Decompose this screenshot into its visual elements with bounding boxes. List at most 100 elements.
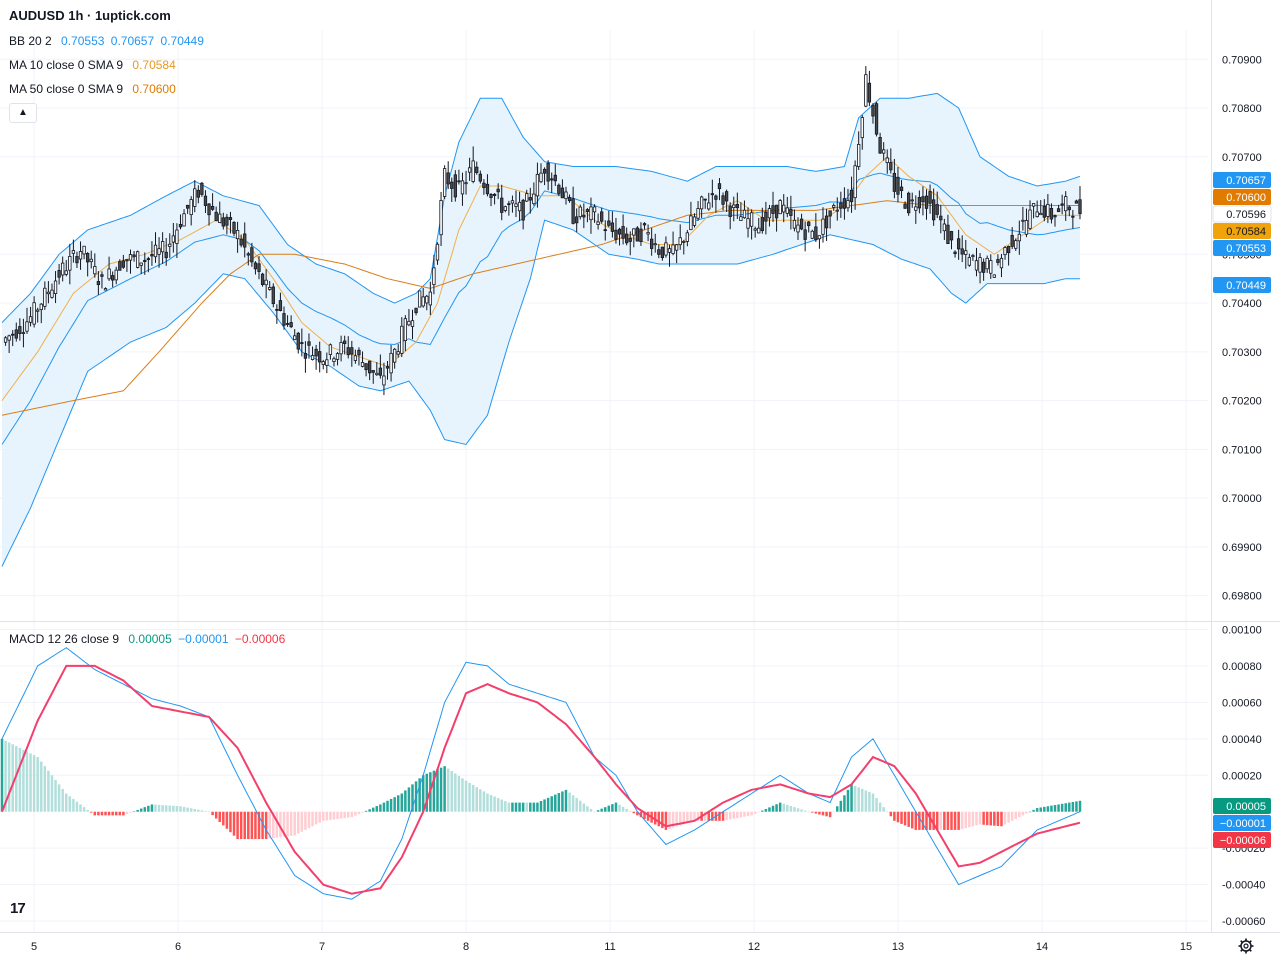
macd-histogram-bar xyxy=(172,805,175,812)
time-axis-label: 15 xyxy=(1180,941,1192,953)
macd-histogram-bar xyxy=(707,811,711,821)
macd-histogram-bar xyxy=(107,811,111,816)
candle-body xyxy=(799,218,804,230)
candle-body xyxy=(696,208,700,219)
candle-body xyxy=(685,232,690,242)
candle-body xyxy=(671,244,675,254)
candle-body xyxy=(710,193,714,196)
macd-histogram-bar xyxy=(496,798,500,812)
macd-histogram-bar xyxy=(89,811,93,813)
legend-macd[interactable]: MACD 12 26 close 9 0.00005 −0.00001 −0.0… xyxy=(9,632,285,646)
candle-body xyxy=(128,254,133,261)
tradingview-logo[interactable]: 17 xyxy=(10,900,26,917)
candle-body xyxy=(842,198,847,209)
macd-histogram-bar xyxy=(600,808,603,812)
macd-histogram-bar xyxy=(111,811,114,816)
macd-histogram-bar xyxy=(65,793,68,812)
candle-body xyxy=(953,251,957,255)
macd-histogram-bar xyxy=(914,811,918,830)
candle-body xyxy=(278,300,283,311)
candle-body xyxy=(1049,207,1054,220)
macd-histogram-bar xyxy=(539,801,543,812)
candle-body xyxy=(721,195,725,205)
candle-body xyxy=(707,202,711,210)
legend-bb[interactable]: BB 20 2 0.70553 0.70657 0.70449 xyxy=(9,34,204,48)
candle-body xyxy=(46,291,51,295)
macd-histogram-bar xyxy=(686,811,689,824)
candle-body xyxy=(999,257,1004,269)
candle-body xyxy=(885,157,889,164)
candle-body xyxy=(682,241,686,243)
macd-histogram-bar xyxy=(960,811,964,830)
candle-body xyxy=(285,323,290,325)
macd-histogram-bar xyxy=(0,738,4,812)
macd-histogram-bar xyxy=(114,811,118,816)
macd-histogram-bar xyxy=(661,811,664,829)
macd-histogram-bar xyxy=(297,811,300,834)
candle-body xyxy=(985,257,989,270)
macd-histogram-bar xyxy=(882,807,885,812)
candle-body xyxy=(453,174,457,198)
macd-histogram-bar xyxy=(554,794,557,812)
legend-ma50[interactable]: MA 50 close 0 SMA 9 0.70600 xyxy=(9,82,176,96)
macd-histogram-bar xyxy=(900,811,903,824)
macd-histogram-bar xyxy=(389,798,393,812)
macd-histogram-bar xyxy=(350,811,354,818)
candle-body xyxy=(939,215,943,221)
macd-histogram-bar xyxy=(782,803,785,812)
price-tag: 0.70600 xyxy=(1226,192,1266,204)
candle-body xyxy=(692,216,697,226)
macd-histogram-bar xyxy=(1007,811,1010,823)
macd-histogram-bar xyxy=(379,804,382,812)
macd-tag-bg xyxy=(1213,832,1271,848)
macd-histogram-bar xyxy=(229,811,232,833)
macd-histogram-bar xyxy=(386,800,389,812)
candle-body xyxy=(782,204,786,213)
candle-body xyxy=(335,353,340,360)
macd-histogram-bar xyxy=(1025,811,1028,814)
candle-body xyxy=(1024,220,1029,235)
macd-histogram-bar xyxy=(450,771,454,812)
candle-body xyxy=(553,174,557,182)
candle-body xyxy=(114,269,118,281)
macd-histogram-bar xyxy=(486,793,489,812)
candle-body xyxy=(921,196,925,203)
candle-body xyxy=(821,218,825,235)
macd-histogram-bar xyxy=(803,810,807,812)
gear-icon[interactable] xyxy=(1238,938,1254,954)
macd-histogram-bar xyxy=(746,811,750,817)
macd-histogram-bar xyxy=(393,797,396,812)
macd-histogram-bar xyxy=(543,799,546,812)
candle-body xyxy=(11,333,15,336)
candle-body xyxy=(360,362,365,367)
macd-histogram-bar xyxy=(561,791,564,812)
candle-body xyxy=(364,363,368,371)
candle-body xyxy=(753,228,757,231)
collapse-legend-button[interactable]: ▲ xyxy=(9,103,37,123)
macd-histogram-bar xyxy=(200,810,204,812)
candle-body xyxy=(546,162,550,182)
candle-body xyxy=(882,149,886,154)
candle-body xyxy=(778,200,782,215)
macd-histogram-bar xyxy=(682,811,686,825)
legend-ma10[interactable]: MA 10 close 0 SMA 9 0.70584 xyxy=(9,58,176,72)
candle-body xyxy=(674,244,679,251)
macd-histogram-bar xyxy=(968,811,971,828)
macd-histogram-bar xyxy=(411,784,414,812)
candle-body xyxy=(564,191,568,200)
macd-histogram-bar xyxy=(1039,807,1042,812)
candle-body xyxy=(314,348,318,357)
candle-body xyxy=(1003,247,1007,256)
candle-body xyxy=(103,288,108,291)
macd-histogram-bar xyxy=(875,798,878,812)
macd-histogram-bar xyxy=(693,811,696,821)
candle-body xyxy=(467,167,472,173)
time-axis-label: 14 xyxy=(1036,941,1048,953)
macd-histogram-bar xyxy=(189,808,193,812)
macd-histogram-bar xyxy=(639,811,643,818)
macd-histogram-bar xyxy=(1010,811,1014,821)
price-axis-label: 0.70000 xyxy=(1222,493,1262,505)
macd-histogram-bar xyxy=(832,811,835,813)
candle-body xyxy=(57,270,61,278)
